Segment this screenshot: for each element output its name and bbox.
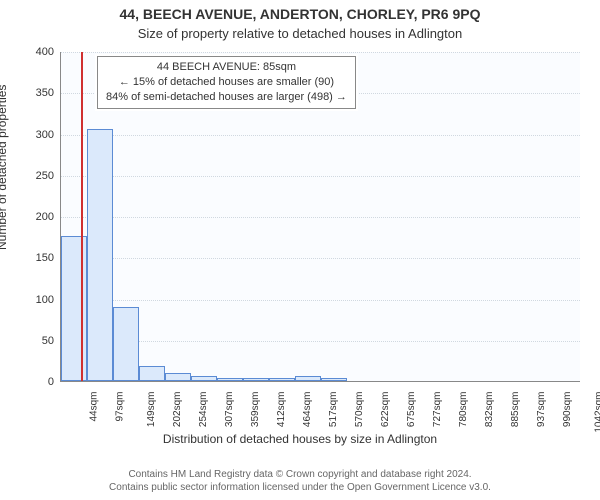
x-tick-label: 832sqm: [484, 392, 495, 428]
x-tick-label: 675sqm: [406, 392, 417, 428]
histogram-bar: [139, 366, 165, 381]
histogram-bar: [165, 373, 191, 381]
x-tick-label: 149sqm: [146, 392, 157, 428]
x-tick-label: 412sqm: [276, 392, 287, 428]
histogram-bar: [113, 307, 139, 381]
info-box: 44 BEECH AVENUE: 85sqm ← 15% of detached…: [97, 56, 356, 109]
infobox-line3: 84% of semi-detached houses are larger (…: [106, 90, 347, 105]
x-tick-label: 359sqm: [250, 392, 261, 428]
histogram-bar: [321, 378, 347, 381]
x-tick-label: 464sqm: [302, 392, 313, 428]
histogram-bar: [191, 376, 217, 381]
y-tick-label: 0: [0, 376, 54, 388]
x-tick-label: 727sqm: [432, 392, 443, 428]
x-tick-label: 937sqm: [536, 392, 547, 428]
x-tick-label: 780sqm: [458, 392, 469, 428]
histogram-bar: [87, 129, 113, 381]
y-tick-label: 150: [0, 252, 54, 264]
histogram-bar: [295, 376, 321, 381]
y-tick-label: 200: [0, 211, 54, 223]
x-tick-label: 990sqm: [562, 392, 573, 428]
histogram-bar: [217, 378, 243, 381]
x-tick-label: 517sqm: [328, 392, 339, 428]
footer-line2: Contains public sector information licen…: [0, 481, 600, 494]
y-tick-label: 100: [0, 294, 54, 306]
x-tick-label: 202sqm: [172, 392, 183, 428]
footer: Contains HM Land Registry data © Crown c…: [0, 468, 600, 494]
x-axis-label: Distribution of detached houses by size …: [0, 432, 600, 446]
infobox-line1: 44 BEECH AVENUE: 85sqm: [106, 60, 347, 75]
marker-line: [81, 52, 83, 381]
x-tick-label: 307sqm: [224, 392, 235, 428]
y-tick-label: 300: [0, 129, 54, 141]
y-tick-label: 50: [0, 335, 54, 347]
x-tick-label: 622sqm: [380, 392, 391, 428]
x-tick-label: 570sqm: [354, 392, 365, 428]
histogram-bar: [243, 378, 269, 381]
x-tick-label: 97sqm: [115, 392, 126, 422]
footer-line1: Contains HM Land Registry data © Crown c…: [0, 468, 600, 481]
infobox-line2: ← 15% of detached houses are smaller (90…: [106, 75, 347, 90]
x-tick-label: 1042sqm: [594, 392, 600, 433]
x-tick-label: 44sqm: [89, 392, 100, 422]
histogram-plot: 44 BEECH AVENUE: 85sqm ← 15% of detached…: [60, 52, 580, 382]
x-tick-label: 885sqm: [510, 392, 521, 428]
x-tick-label: 254sqm: [198, 392, 209, 428]
page-title: 44, BEECH AVENUE, ANDERTON, CHORLEY, PR6…: [0, 6, 600, 22]
y-tick-label: 250: [0, 170, 54, 182]
page-subtitle: Size of property relative to detached ho…: [0, 26, 600, 41]
y-tick-label: 350: [0, 87, 54, 99]
y-axis-label: Number of detached properties: [0, 85, 9, 250]
histogram-bar: [269, 378, 295, 381]
y-tick-label: 400: [0, 46, 54, 58]
